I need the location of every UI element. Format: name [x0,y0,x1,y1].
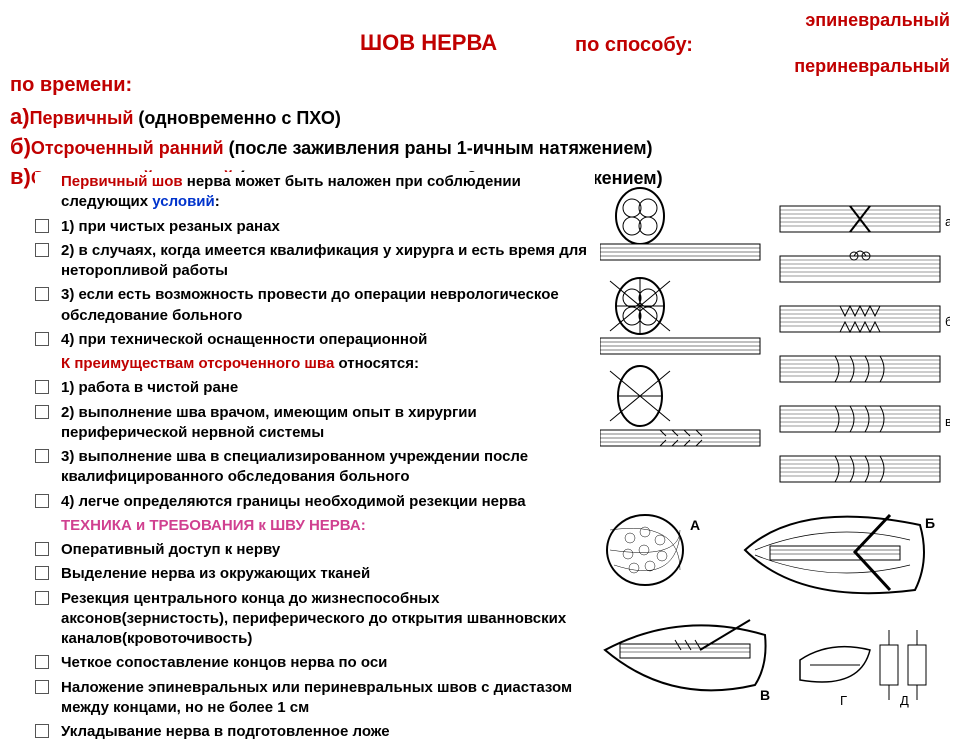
fig-label-a: А [690,517,700,533]
item-a-term: Первичный [30,108,139,128]
item-c-letter: в) [10,164,31,189]
list-item: Оперативный доступ к нерву [35,540,595,560]
item-b-note: (после заживления раны 1-ичным натяжение… [229,138,653,158]
checkbox-icon [35,380,49,394]
list-item: 4) при технической оснащенности операцио… [35,330,595,350]
fig-label-d: Д [900,693,909,708]
advantage-1: 1) работа в чистой ране [61,378,595,398]
condition-1: 1) при чистых резаных ранах [61,217,595,237]
list-item: Четкое сопоставление концов нерва по оси [35,653,595,673]
nerve-suture-diagram-left-right: а б в [600,186,950,506]
list-item: 3) выполнение шва в специализированном у… [35,447,595,488]
checkbox-icon [35,591,49,605]
technique-3: Резекция центрального конца до жизнеспос… [61,589,595,650]
fig-label: а [945,214,950,229]
list-item: 1) работа в чистой ране [35,378,595,398]
checkbox-icon [35,655,49,669]
list-item: Резекция центрального конца до жизнеспос… [35,589,595,650]
list-item: 2) в случаях, когда имеется квалификация… [35,241,595,282]
checkbox-icon [35,449,49,463]
condition-4: 4) при технической оснащенности операцио… [61,330,595,350]
checkbox-icon [35,405,49,419]
technique-1: Оперативный доступ к нерву [61,540,595,560]
overlay-text-box: Первичный шов нерва может быть наложен п… [35,172,595,746]
delayed-suture-term: отсроченного шва [198,355,334,372]
checkbox-icon [35,566,49,580]
fig-label-g: Г [840,693,847,708]
advantages-suffix: относятся: [334,355,419,372]
fig-label: б [945,314,950,329]
time-label: по времени: [10,74,132,97]
list-item: 2) выполнение шва врачом, имеющим опыт в… [35,403,595,444]
advantage-4: 4) легче определяются границы необходимо… [61,492,595,512]
checkbox-icon [35,494,49,508]
primary-suture-header: Первичный шов нерва может быть наложен п… [61,172,595,213]
advantage-3: 3) выполнение шва в специализированном у… [61,447,595,488]
checkbox-icon [35,542,49,556]
fig-label-b: Б [925,515,935,531]
item-b: б)Отсроченный ранний (после заживления р… [10,134,653,160]
technique-header: ТЕХНИКА и ТРЕБОВАНИЯ к ШВУ НЕРВА: [61,516,595,536]
list-item: 3) если есть возможность провести до опе… [35,285,595,326]
technique-2: Выделение нерва из окружающих тканей [61,564,595,584]
page-title: ШОВ НЕРВА [360,30,497,56]
checkbox-icon [35,332,49,346]
conditions-term: условий [152,193,214,210]
nerve-technique-diagram: А Б В Г Д [600,510,950,710]
fig-label: в [945,414,950,429]
fig-label-v: В [760,687,770,703]
advantage-2: 2) выполнение шва врачом, имеющим опыт в… [61,403,595,444]
checkbox-icon [35,243,49,257]
item-a-note: (одновременно с ПХО) [138,108,340,128]
delayed-suture-header: К преимуществам отсроченного шва относят… [61,354,595,374]
conditions-colon: : [215,193,220,210]
checkbox-icon [35,680,49,694]
condition-2: 2) в случаях, когда имеется квалификация… [61,241,595,282]
list-item: Укладывание нерва в подготовленное ложе [35,722,595,742]
item-b-term: Отсроченный ранний [31,138,229,158]
item-b-letter: б) [10,134,31,159]
checkbox-icon [35,287,49,301]
list-item: 4) легче определяются границы необходимо… [35,492,595,512]
list-item: Наложение эпиневральных или периневральн… [35,678,595,719]
item-a-letter: а) [10,104,30,129]
condition-3: 3) если есть возможность провести до опе… [61,285,595,326]
primary-suture-term: Первичный шов [61,173,183,190]
list-item: 1) при чистых резаных ранах [35,217,595,237]
technique-5: Наложение эпиневральных или периневральн… [61,678,595,719]
checkbox-icon [35,219,49,233]
method-epineural: эпиневральный [805,10,950,31]
technique-4: Четкое сопоставление концов нерва по оси [61,653,595,673]
item-a: а)Первичный (одновременно с ПХО) [10,104,341,130]
method-label: по способу: [575,34,693,57]
list-item: Выделение нерва из окружающих тканей [35,564,595,584]
checkbox-icon [35,724,49,738]
technique-6: Укладывание нерва в подготовленное ложе [61,722,595,742]
method-perineural: периневральный [794,56,950,77]
advantages-prefix: К преимуществам [61,355,198,372]
